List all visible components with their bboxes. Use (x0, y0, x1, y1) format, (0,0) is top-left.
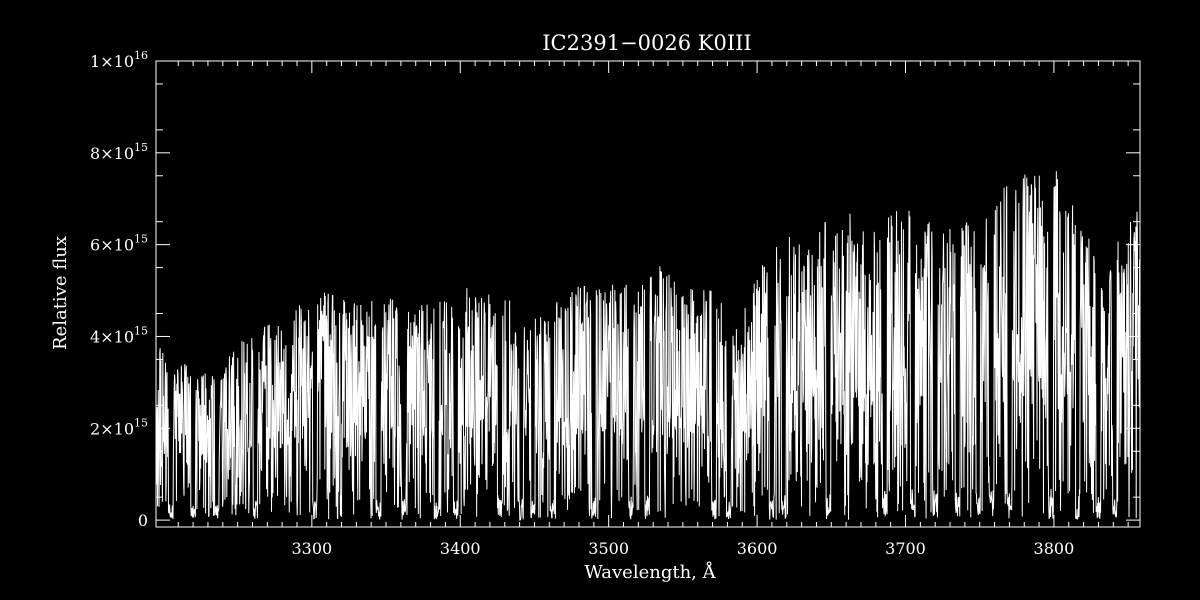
y-tick-label: 6×1015 (90, 233, 148, 255)
y-tick-exponent: 16 (134, 49, 148, 62)
tick-labels: 3300 3400 3500 3600 3700 380002×10154×10156×1… (90, 49, 1074, 558)
y-tick-mantissa: 2×10 (90, 419, 134, 438)
x-tick-label: 3700 (885, 539, 926, 558)
y-tick-label: 8×1015 (90, 141, 148, 163)
y-tick-mantissa: 4×10 (90, 327, 134, 346)
y-tick-label: 4×1015 (90, 324, 148, 346)
x-tick-label: 3500 (588, 539, 629, 558)
x-tick-label: 3300 (291, 539, 332, 558)
spectrum-series (155, 171, 1141, 522)
axis-ticks (156, 60, 1140, 527)
y-tick-label: 0 (138, 511, 148, 530)
y-tick-mantissa: 6×10 (90, 236, 134, 255)
plot-frame (155, 60, 1141, 528)
y-tick-exponent: 15 (134, 233, 148, 246)
x-axis-label: Wavelength, Å (584, 561, 716, 583)
x-tick-label: 3400 (440, 539, 481, 558)
y-tick-label: 1×1016 (90, 49, 148, 71)
y-tick-exponent: 15 (134, 416, 148, 429)
y-tick-mantissa: 0 (138, 511, 148, 530)
x-tick-label: 3600 (737, 539, 778, 558)
y-tick-mantissa: 8×10 (90, 144, 134, 163)
y-tick-exponent: 15 (134, 141, 148, 154)
y-tick-exponent: 15 (134, 324, 148, 337)
y-axis-label: Relative flux (50, 236, 71, 350)
spectrum-line (155, 171, 1141, 522)
x-tick-label: 3800 (1034, 539, 1075, 558)
y-tick-mantissa: 1×10 (90, 52, 134, 71)
y-tick-label: 2×1015 (90, 416, 148, 438)
chart-title: IC2391−0026 K0III (542, 31, 751, 55)
